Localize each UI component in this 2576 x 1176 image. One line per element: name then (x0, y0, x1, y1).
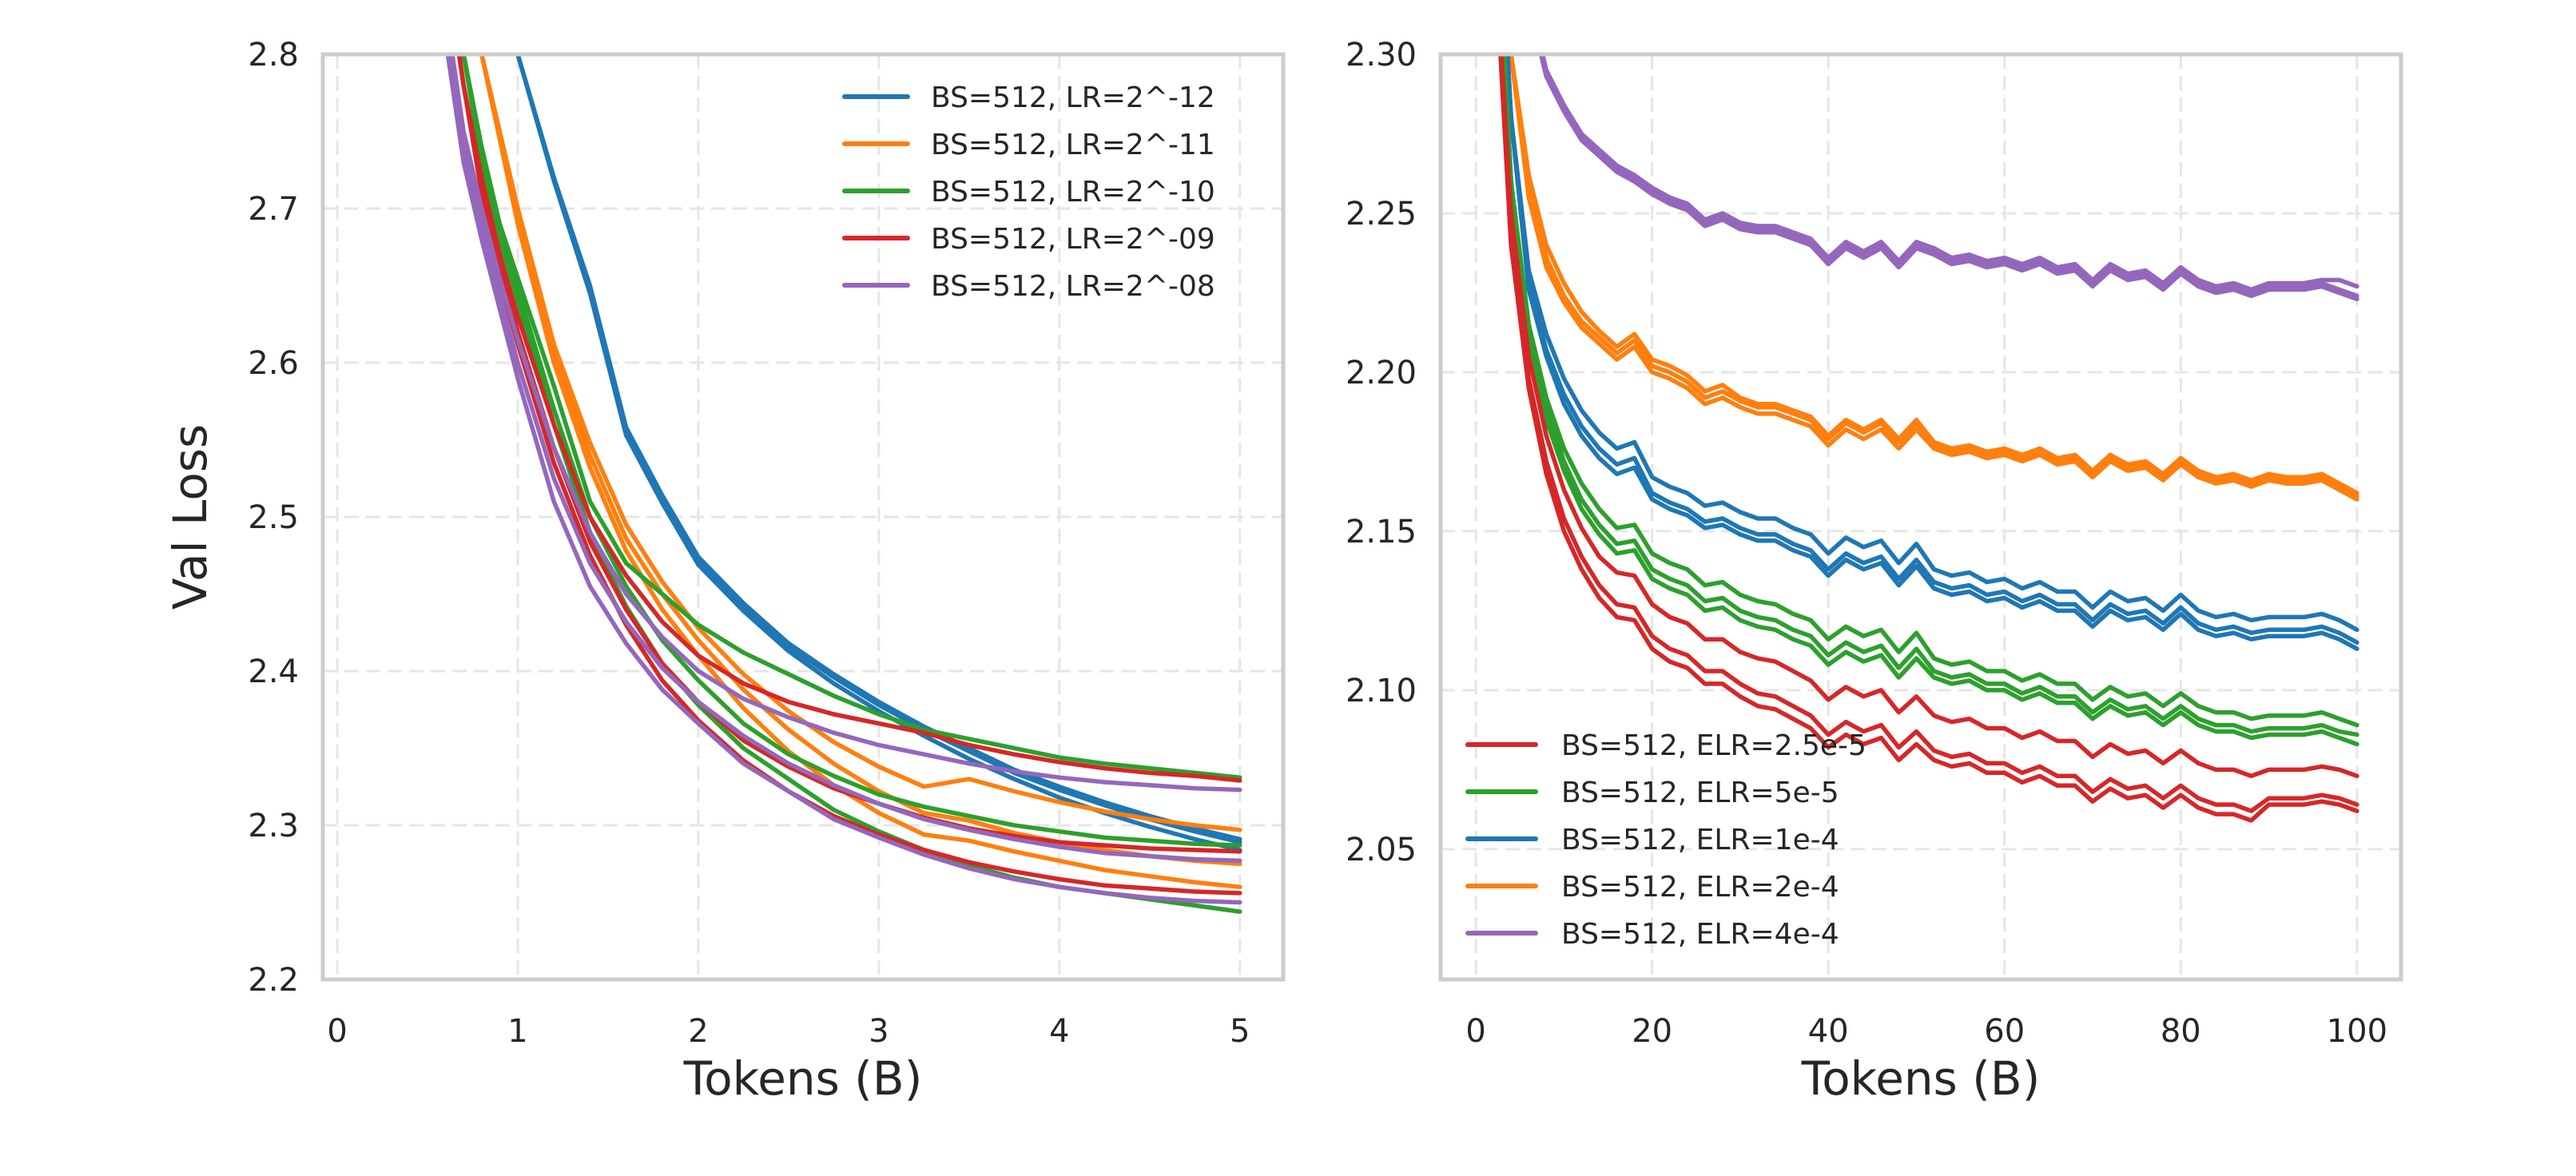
left-legend-label: BS=512, LR=2^-08 (931, 270, 1215, 303)
right-series-layer (1498, 54, 2359, 823)
left-series-line (515, 54, 1242, 842)
right-legend: BS=512, ELR=2.5e-5 BS=512, ELR=5e-5 BS=512… (1465, 729, 1866, 951)
right-x-tick-label: 80 (2161, 1013, 2201, 1050)
right-series-line (1501, 54, 2359, 737)
left-legend-item: BS=512, LR=2^-09 (842, 223, 1215, 256)
left-legend-item: BS=512, LR=2^-08 (842, 270, 1215, 303)
right-series-line (1509, 54, 2359, 499)
left-series-line (445, 54, 1242, 905)
left-legend-item: BS=512, LR=2^-12 (842, 81, 1215, 114)
right-series-line (1540, 54, 2359, 292)
right-legend-item: BS=512, ELR=2.5e-5 (1465, 729, 1866, 762)
left-legend-label: BS=512, LR=2^-12 (931, 81, 1215, 114)
left-series-line (456, 54, 1242, 783)
left-x-tick-label: 1 (507, 1013, 527, 1050)
left-series-line (515, 54, 1242, 852)
right-series-line (1498, 54, 2359, 823)
left-x-tick-label: 5 (1230, 1013, 1250, 1050)
right-legend-item: BS=512, ELR=5e-5 (1465, 777, 1839, 809)
right-legend-item: BS=512, ELR=4e-4 (1465, 918, 1839, 951)
right-x-tick-label: 20 (1632, 1013, 1672, 1050)
left-legend-item: BS=512, LR=2^-11 (842, 129, 1215, 161)
right-series-line (1501, 54, 2359, 728)
right-y-ticks: 2.05 2.10 2.15 2.20 2.25 2.30 (1346, 37, 1417, 868)
left-y-ticks: 2.2 2.3 2.4 2.5 2.6 2.7 2.8 (248, 37, 299, 999)
left-x-tick-label: 4 (1049, 1013, 1069, 1050)
left-y-tick-label: 2.3 (248, 808, 299, 844)
right-y-tick-label: 2.20 (1346, 355, 1417, 391)
right-y-tick-label: 2.25 (1346, 196, 1417, 232)
right-y-tick-label: 2.30 (1346, 37, 1417, 74)
right-series-line (1505, 54, 2359, 645)
right-chart-panel: 0 20 40 60 80 100 2.05 2.10 2.15 2.20 2.25 2.30 To… (1346, 37, 2403, 1106)
left-series-layer (445, 54, 1242, 914)
right-axes-frame (1438, 52, 2403, 982)
right-x-tick-label: 40 (1808, 1013, 1849, 1050)
left-legend-label: BS=512, LR=2^-09 (931, 223, 1215, 256)
left-legend-item: BS=512, LR=2^-10 (842, 176, 1215, 209)
right-x-ticks: 0 20 40 60 80 100 (1465, 1013, 2387, 1050)
right-legend-item: BS=512, ELR=2e-4 (1465, 871, 1839, 904)
right-series-line (1509, 54, 2359, 502)
left-x-tick-label: 3 (869, 1013, 888, 1050)
left-y-axis-label: Val Loss (163, 424, 217, 610)
left-y-tick-label: 2.8 (248, 37, 299, 74)
right-y-tick-label: 2.10 (1346, 673, 1417, 709)
right-series-line (1505, 54, 2359, 651)
right-legend-label: BS=512, ELR=2.5e-5 (1561, 729, 1866, 762)
left-y-tick-label: 2.6 (248, 345, 299, 382)
right-legend-label: BS=512, ELR=5e-5 (1561, 777, 1839, 809)
left-x-axis-label: Tokens (B) (683, 1051, 923, 1106)
left-y-tick-label: 2.2 (248, 962, 299, 999)
right-x-tick-label: 0 (1465, 1013, 1485, 1050)
right-series-line (1539, 54, 2359, 299)
right-legend-item: BS=512, ELR=1e-4 (1465, 824, 1839, 856)
right-y-tick-label: 2.15 (1346, 514, 1417, 550)
left-series-line (447, 54, 1242, 864)
left-series-line (515, 54, 1242, 844)
left-legend: BS=512, LR=2^-12 BS=512, LR=2^-11 BS=512, … (842, 81, 1215, 303)
right-x-tick-label: 60 (1984, 1013, 2025, 1050)
left-series-line (479, 54, 1242, 889)
right-series-line (1501, 54, 2359, 747)
left-y-tick-label: 2.4 (248, 654, 299, 690)
left-legend-label: BS=512, LR=2^-11 (931, 129, 1215, 161)
right-series-line (1538, 54, 2359, 302)
right-series-line (1498, 54, 2359, 813)
left-x-ticks: 0 1 2 3 4 5 (327, 1013, 1250, 1050)
left-axes-frame (320, 52, 1286, 982)
right-legend-label: BS=512, ELR=4e-4 (1561, 918, 1839, 951)
left-legend-label: BS=512, LR=2^-10 (931, 176, 1215, 209)
right-legend-label: BS=512, ELR=2e-4 (1561, 871, 1839, 904)
right-y-tick-label: 2.05 (1346, 832, 1417, 868)
left-y-tick-label: 2.7 (248, 191, 299, 228)
right-series-line (1505, 54, 2359, 633)
right-series-line (1499, 54, 2359, 779)
right-x-tick-label: 100 (2327, 1013, 2387, 1050)
left-x-tick-label: 2 (688, 1013, 708, 1050)
right-x-axis-label: Tokens (B) (1801, 1051, 2041, 1106)
left-y-tick-label: 2.5 (248, 499, 299, 536)
right-legend-label: BS=512, ELR=1e-4 (1561, 824, 1839, 856)
left-x-tick-label: 0 (327, 1013, 347, 1050)
left-series-line (450, 54, 1242, 793)
